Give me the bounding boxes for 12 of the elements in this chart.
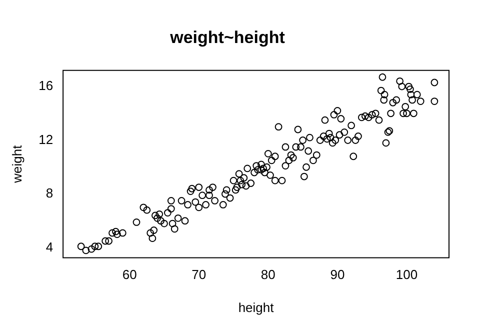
x-tick-label: 60	[122, 267, 137, 282]
x-tick-label: 90	[330, 267, 345, 282]
x-tick-label: 100	[396, 267, 418, 282]
y-tick-label: 8	[46, 186, 54, 201]
y-tick-label: 16	[38, 78, 54, 94]
x-tick-label: 80	[260, 267, 276, 282]
x-tick-label: 70	[192, 267, 206, 282]
y-axis-title: weight	[9, 144, 24, 184]
y-tick-label: 4	[46, 239, 54, 254]
y-tick-label: 12	[38, 132, 54, 147]
x-axis-title: height	[238, 300, 274, 315]
chart-title: weight~height	[169, 28, 286, 47]
